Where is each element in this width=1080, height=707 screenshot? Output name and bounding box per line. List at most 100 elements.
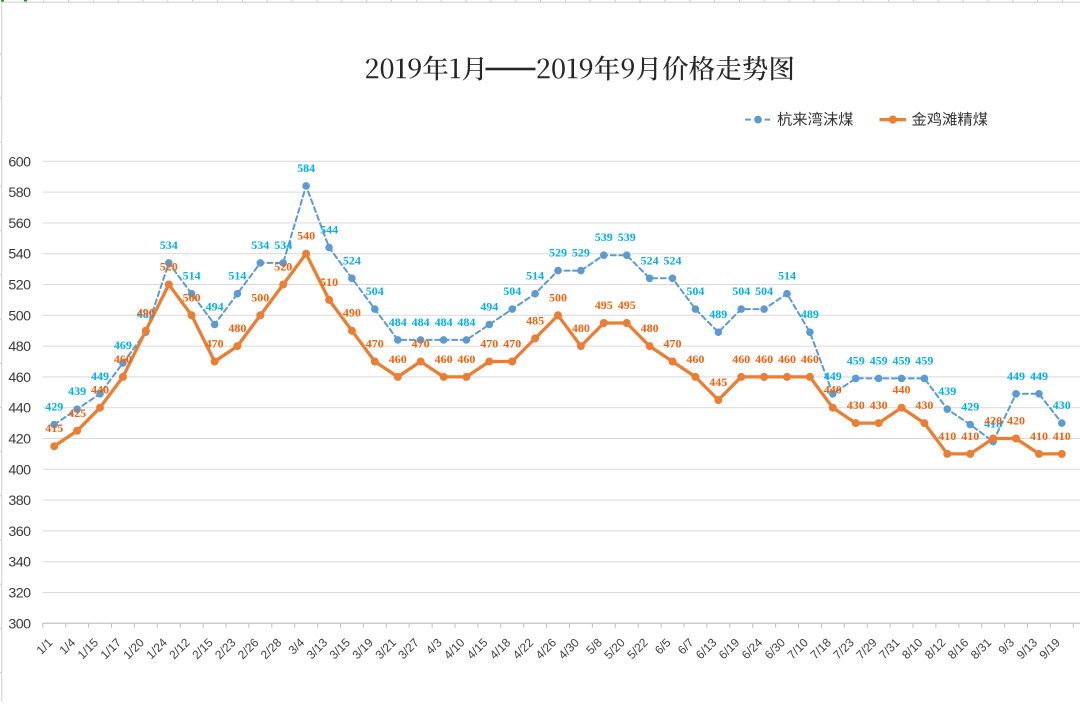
svg-text:470: 470 <box>503 337 521 351</box>
svg-text:360: 360 <box>8 524 31 540</box>
svg-text:449: 449 <box>91 369 109 383</box>
svg-text:420: 420 <box>8 432 31 448</box>
svg-text:560: 560 <box>8 216 31 232</box>
svg-text:489: 489 <box>137 307 155 321</box>
svg-text:420: 420 <box>1007 414 1025 428</box>
svg-text:500: 500 <box>183 290 201 304</box>
svg-text:504: 504 <box>755 284 773 298</box>
svg-text:514: 514 <box>778 269 796 283</box>
svg-text:539: 539 <box>618 230 636 244</box>
svg-text:504: 504 <box>732 284 750 298</box>
svg-text:480: 480 <box>228 321 246 335</box>
svg-text:534: 534 <box>160 238 178 252</box>
svg-text:544: 544 <box>320 223 338 237</box>
svg-text:400: 400 <box>8 462 31 478</box>
svg-text:520: 520 <box>274 260 292 274</box>
svg-text:490: 490 <box>137 306 155 320</box>
svg-text:480: 480 <box>8 339 31 355</box>
svg-text:425: 425 <box>68 406 86 420</box>
svg-text:485: 485 <box>526 313 544 327</box>
svg-text:459: 459 <box>893 353 911 367</box>
svg-text:439: 439 <box>938 384 956 398</box>
svg-text:320: 320 <box>8 586 31 602</box>
svg-text:540: 540 <box>297 229 315 243</box>
svg-text:300: 300 <box>8 616 31 632</box>
svg-text:500: 500 <box>8 308 31 324</box>
svg-text:460: 460 <box>435 352 453 366</box>
svg-text:410: 410 <box>1053 429 1071 443</box>
svg-text:500: 500 <box>549 290 567 304</box>
svg-text:340: 340 <box>8 555 31 571</box>
svg-text:449: 449 <box>1007 369 1025 383</box>
svg-text:449: 449 <box>1030 369 1048 383</box>
svg-text:380: 380 <box>8 493 31 509</box>
svg-text:534: 534 <box>274 238 292 252</box>
svg-text:484: 484 <box>435 315 453 329</box>
svg-text:484: 484 <box>389 315 407 329</box>
svg-text:524: 524 <box>343 253 361 267</box>
svg-text:484: 484 <box>412 315 430 329</box>
svg-text:410: 410 <box>938 429 956 443</box>
svg-text:504: 504 <box>686 284 704 298</box>
svg-text:500: 500 <box>251 290 269 304</box>
svg-text:534: 534 <box>251 238 269 252</box>
svg-text:494: 494 <box>206 300 224 314</box>
svg-text:504: 504 <box>366 284 384 298</box>
svg-text:529: 529 <box>572 246 590 260</box>
svg-text:430: 430 <box>915 398 933 412</box>
svg-text:504: 504 <box>503 284 521 298</box>
svg-text:460: 460 <box>778 352 796 366</box>
svg-text:460: 460 <box>389 352 407 366</box>
svg-text:449: 449 <box>824 369 842 383</box>
svg-text:514: 514 <box>526 269 544 283</box>
svg-text:520: 520 <box>8 278 31 294</box>
svg-text:539: 539 <box>595 230 613 244</box>
svg-text:430: 430 <box>847 398 865 412</box>
svg-text:514: 514 <box>183 269 201 283</box>
svg-text:459: 459 <box>915 353 933 367</box>
svg-text:470: 470 <box>664 337 682 351</box>
svg-text:418: 418 <box>984 417 1002 431</box>
svg-text:489: 489 <box>801 307 819 321</box>
svg-text:410: 410 <box>1030 429 1048 443</box>
svg-text:494: 494 <box>480 300 498 314</box>
svg-text:460: 460 <box>755 352 773 366</box>
svg-text:440: 440 <box>8 401 31 417</box>
svg-text:410: 410 <box>961 429 979 443</box>
svg-text:480: 480 <box>572 321 590 335</box>
svg-text:469: 469 <box>114 338 132 352</box>
svg-text:524: 524 <box>664 253 682 267</box>
svg-text:520: 520 <box>160 260 178 274</box>
svg-text:460: 460 <box>732 352 750 366</box>
svg-text:584: 584 <box>297 161 315 175</box>
svg-text:429: 429 <box>961 400 979 414</box>
svg-text:460: 460 <box>686 352 704 366</box>
svg-text:459: 459 <box>870 353 888 367</box>
svg-text:529: 529 <box>549 246 567 260</box>
svg-text:484: 484 <box>457 315 475 329</box>
svg-text:430: 430 <box>1053 398 1071 412</box>
svg-text:420: 420 <box>984 414 1002 428</box>
svg-text:460: 460 <box>114 352 132 366</box>
svg-text:440: 440 <box>91 383 109 397</box>
svg-text:440: 440 <box>824 383 842 397</box>
svg-text:445: 445 <box>709 375 727 389</box>
svg-text:460: 460 <box>457 352 475 366</box>
svg-text:470: 470 <box>366 337 384 351</box>
svg-text:540: 540 <box>8 247 31 263</box>
svg-text:510: 510 <box>320 275 338 289</box>
svg-text:514: 514 <box>228 269 246 283</box>
svg-text:440: 440 <box>893 383 911 397</box>
svg-text:480: 480 <box>641 321 659 335</box>
svg-text:495: 495 <box>618 298 636 312</box>
svg-text:489: 489 <box>709 307 727 321</box>
svg-text:459: 459 <box>847 353 865 367</box>
svg-text:415: 415 <box>45 421 63 435</box>
svg-text:430: 430 <box>870 398 888 412</box>
svg-text:495: 495 <box>595 298 613 312</box>
svg-text:460: 460 <box>801 352 819 366</box>
svg-text:470: 470 <box>206 337 224 351</box>
svg-text:460: 460 <box>8 370 31 386</box>
svg-text:580: 580 <box>8 185 31 201</box>
svg-text:524: 524 <box>641 253 659 267</box>
